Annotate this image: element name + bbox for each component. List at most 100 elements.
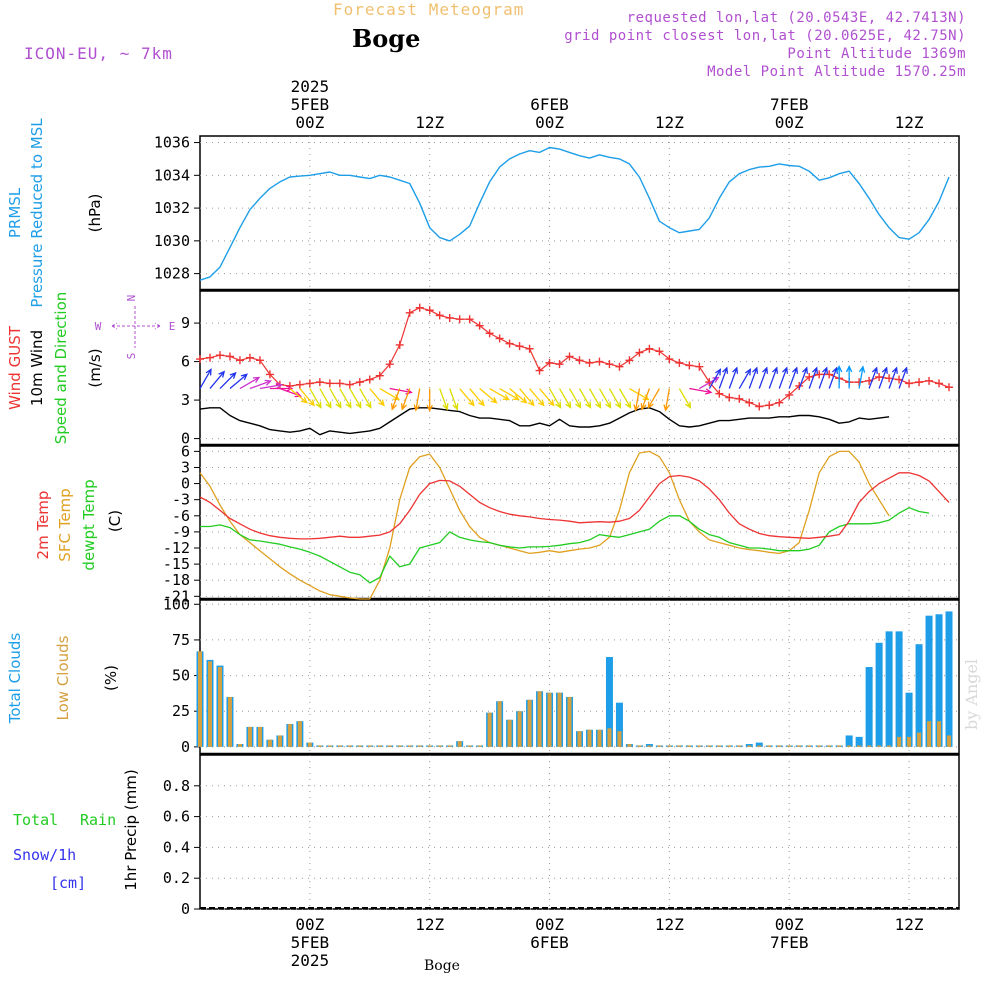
gust-marker [435,311,444,320]
y-tick-label: 3 [181,458,190,476]
low-cloud-bar [427,745,432,747]
low-cloud-bar [917,732,922,747]
y-tick-label: -6 [172,507,190,525]
total-cloud-bar [845,735,853,747]
gust-marker [945,383,954,392]
gust-marker [215,351,224,360]
low-cloud-bar [198,651,202,747]
model-altitude: Model Point Altitude 1570.25m [707,64,966,80]
bottom-time-label: 12Z [895,915,924,934]
panel-frame-5 [199,754,960,910]
low-cloud-bar [927,721,932,747]
pressure-unit: (hPa) [86,194,104,233]
wind-unit: (m/s) [86,348,104,387]
y-tick-label: -15 [163,555,190,573]
y-tick-label: -12 [163,539,190,557]
gust-marker [455,315,464,324]
wind-direction-arrow [229,373,248,390]
y-tick-label: -9 [172,523,190,541]
gust-marker [745,398,754,407]
gust-marker [425,306,434,315]
wind-direction-arrow [663,388,671,412]
gust-marker [315,378,324,387]
clouds-unit: (%) [102,665,120,691]
y-tick-label: -21 [163,587,190,605]
low-cloud-bar [447,745,452,747]
precip-unit: 1hr Precip (mm) [122,769,140,890]
wind-direction-arrow [728,366,739,389]
wind-direction-arrow [878,366,888,389]
low-cloud-bar [897,736,902,747]
low-cloud-bar [867,745,872,747]
low-cloud-bar [337,745,342,747]
gust-marker [295,380,304,389]
total-cloud-bar [875,642,883,747]
low-cloud-bar [817,745,822,747]
wind-direction-arrow [390,388,401,411]
total-cloud-bar [915,644,923,747]
wind-direction-arrow [309,388,322,409]
pressure-line [199,146,950,281]
total-cloud-bar [855,736,863,747]
top-time-label: 00Z [775,113,804,132]
gust-marker [775,398,784,407]
low-cloud-bar [467,745,472,747]
wind-direction-arrow [239,376,261,390]
wind-direction-arrow [413,388,421,412]
bottom-time-label: 00Z [295,915,324,934]
gust-marker [875,372,884,381]
wind-direction-arrow [778,366,789,389]
low-cloud-bar [517,711,522,747]
wind-direction-arrow [439,388,449,411]
y-tick-label: 1034 [154,166,190,184]
low-cloud-bar [907,736,912,747]
y-tick-label: 0.6 [163,808,190,826]
wind-direction-arrow [798,366,808,389]
low-cloud-bar [747,745,752,747]
gust-marker [915,378,924,387]
gust-marker [645,344,654,353]
wind-direction-arrow [618,388,632,409]
wind-direction-arrow [738,368,752,389]
temp-2m-side-label: 2m Temp [34,491,52,560]
wind-direction-arrow [788,366,798,389]
top-time-label: 12Z [895,113,924,132]
low-cloud-bar [557,692,562,747]
gust-marker [675,358,684,367]
y-tick-label: -18 [163,571,190,589]
wind-direction-arrow [758,366,769,389]
low-cloud-bar [247,726,252,747]
low-cloud-bar [607,728,612,747]
low-cloud-bar [937,721,942,747]
gust-marker [655,347,664,356]
top-time-label: 12Z [655,113,684,132]
compass-s: S [125,353,138,360]
low-cloud-bar [267,739,272,747]
y-tick-label: 75 [172,631,190,649]
wind-direction-arrow [479,388,498,404]
low-cloud-bar [357,745,362,747]
wind-direction-arrow [689,387,713,395]
low-cloud-bar [257,726,262,747]
bottom-time-label: 2025 [291,951,330,970]
compass-e: E [169,320,176,333]
wind-direction-arrow [319,388,332,409]
top-time-label: 00Z [535,113,564,132]
y-tick-label: 1028 [154,265,190,283]
y-tick-label: 0 [181,475,190,493]
low-cloud-bar [297,721,302,747]
low-cloud-bar [477,745,482,747]
gust-marker [265,370,274,379]
low-clouds-side-label: Low Clouds [54,635,72,720]
gust-marker [505,339,514,348]
gust-marker [205,353,214,362]
gust-marker [605,360,614,369]
top-time-label: 5FEB [291,95,330,114]
pressure-side-label: PRMSL [6,187,24,238]
total-cloud-bar [895,631,903,747]
wind-direction-arrow [888,366,898,389]
low-cloud-bar [547,692,552,747]
wind-direction-arrow [578,388,592,409]
wind-direction-arrow [835,365,843,389]
gust-marker [805,372,814,381]
